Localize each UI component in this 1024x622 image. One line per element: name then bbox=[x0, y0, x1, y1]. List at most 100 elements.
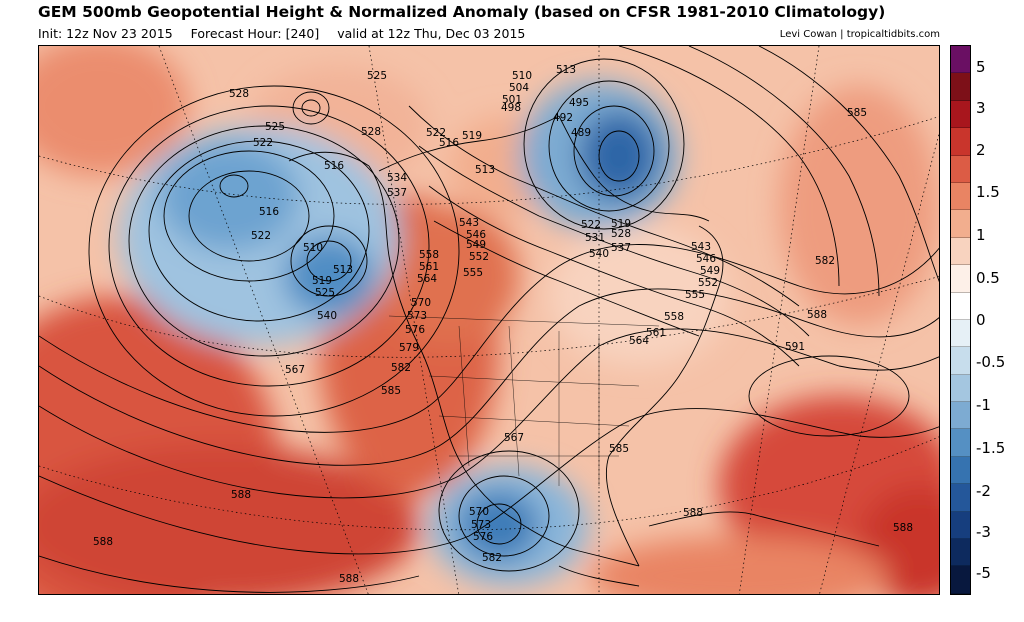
contour-label: 588 bbox=[93, 536, 113, 548]
contour-label: 522 bbox=[426, 127, 446, 139]
graticule bbox=[39, 46, 939, 594]
contour-label: 528 bbox=[611, 228, 631, 240]
colorbar-tick: 0 bbox=[976, 311, 986, 329]
contour-label: 513 bbox=[333, 264, 353, 276]
contour-label: 555 bbox=[685, 289, 705, 301]
map-subtitle: Init: 12z Nov 23 2015 Forecast Hour: [24… bbox=[38, 26, 539, 41]
contour-label: 528 bbox=[229, 88, 249, 100]
contour-label: 519 bbox=[611, 218, 631, 230]
contour-label: 567 bbox=[285, 364, 305, 376]
contour-label: 564 bbox=[629, 335, 649, 347]
contour-label: 582 bbox=[482, 552, 502, 564]
credit-text: Levi Cowan | tropicaltidbits.com bbox=[779, 29, 940, 40]
colorbar-swatch bbox=[951, 182, 970, 211]
contour-label: 540 bbox=[317, 310, 337, 322]
contour-label: 585 bbox=[609, 443, 629, 455]
anomaly-field bbox=[39, 46, 939, 594]
contour-label: 579 bbox=[399, 342, 419, 354]
contour-label: 576 bbox=[405, 324, 425, 336]
contour-label: 558 bbox=[664, 311, 684, 323]
contour-label: 504 bbox=[509, 82, 529, 94]
contour-label: 525 bbox=[367, 70, 387, 82]
contour-label: 525 bbox=[315, 287, 335, 299]
colorbar-swatch bbox=[951, 237, 970, 266]
contour-label: 588 bbox=[339, 573, 359, 585]
contour-label: 552 bbox=[698, 277, 718, 289]
contour-label: 555 bbox=[463, 267, 483, 279]
valid-time: valid at 12z Thu, Dec 03 2015 bbox=[337, 26, 526, 41]
anomaly-map: 528 525 528 525 522 516 516 522 510 513 … bbox=[38, 45, 940, 595]
contour-label: 561 bbox=[646, 327, 666, 339]
colorbar-tick: 5 bbox=[976, 58, 986, 76]
contour-label: 582 bbox=[391, 362, 411, 374]
contour-label: 582 bbox=[815, 255, 835, 267]
colorbar-tick: -5 bbox=[976, 564, 991, 582]
colorbar-swatch bbox=[951, 456, 970, 485]
colorbar-swatch bbox=[951, 210, 970, 238]
contour-label: 519 bbox=[312, 275, 332, 287]
contour-label: 558 bbox=[419, 249, 439, 261]
colorbar-labels: 5 3 2 1.5 1 0.5 0 -0.5 -1 -1.5 -2 -3 -5 bbox=[976, 45, 1022, 595]
colorbar-swatch bbox=[951, 292, 970, 320]
colorbar-swatch bbox=[951, 128, 970, 156]
colorbar-tick: 0.5 bbox=[976, 268, 1000, 287]
colorbar-swatch bbox=[951, 265, 970, 293]
contour-label: 534 bbox=[387, 172, 407, 184]
contour-label: 570 bbox=[411, 297, 431, 309]
contour-label: 543 bbox=[691, 241, 711, 253]
colorbar-swatch bbox=[951, 46, 970, 74]
contour-label: 546 bbox=[466, 229, 486, 241]
forecast-hour: Forecast Hour: [240] bbox=[190, 26, 320, 41]
colorbar-swatch bbox=[951, 73, 970, 101]
contour-label: 588 bbox=[893, 522, 913, 534]
colorbar-swatch bbox=[951, 155, 970, 183]
contour-label: 543 bbox=[459, 217, 479, 229]
contour-label: 531 bbox=[585, 232, 605, 244]
contour-label: 516 bbox=[259, 206, 279, 218]
colorbar-swatch bbox=[951, 402, 970, 430]
contour-label: 537 bbox=[387, 187, 407, 199]
contour-label: 519 bbox=[462, 130, 482, 142]
contour-label: 522 bbox=[253, 137, 273, 149]
contour-label: 501 bbox=[502, 94, 522, 106]
colorbar-swatch bbox=[951, 484, 970, 512]
contour-label: 492 bbox=[553, 112, 573, 124]
colorbar-swatch bbox=[951, 100, 970, 129]
contour-label: 573 bbox=[471, 519, 491, 531]
contour-label: 525 bbox=[265, 121, 285, 133]
contour-label: 540 bbox=[589, 248, 609, 260]
contour-label: 591 bbox=[785, 341, 805, 353]
contour-label: 585 bbox=[381, 385, 401, 397]
contour-label: 516 bbox=[439, 137, 459, 149]
contour-label: 588 bbox=[683, 507, 703, 519]
contour-label: 489 bbox=[571, 127, 591, 139]
anomaly-colorbar bbox=[950, 45, 971, 595]
colorbar-tick: 2 bbox=[976, 140, 986, 159]
contour-label: 564 bbox=[417, 273, 437, 285]
contour-label: 576 bbox=[473, 531, 493, 543]
contour-label: 549 bbox=[700, 265, 720, 277]
contour-label: 510 bbox=[303, 242, 323, 254]
colorbar-tick: 3 bbox=[976, 99, 986, 118]
colorbar-swatch bbox=[951, 539, 970, 567]
init-time: Init: 12z Nov 23 2015 bbox=[38, 26, 173, 41]
contour-label: 513 bbox=[556, 64, 576, 76]
colorbar-swatch bbox=[951, 566, 970, 594]
contour-label: 528 bbox=[361, 126, 381, 138]
contour-label: 537 bbox=[611, 242, 631, 254]
colorbar-tick: 1 bbox=[976, 226, 986, 245]
contour-label: 546 bbox=[696, 253, 716, 265]
contour-label: 588 bbox=[807, 309, 827, 321]
colorbar-tick: -2 bbox=[976, 481, 991, 500]
contour-label: 522 bbox=[581, 219, 601, 231]
contour-label: 549 bbox=[466, 239, 486, 251]
contour-label: 513 bbox=[475, 164, 495, 176]
contour-label: 567 bbox=[504, 432, 524, 444]
colorbar-tick: -1 bbox=[976, 395, 991, 414]
colorbar-swatch bbox=[951, 511, 970, 540]
contour-label: 552 bbox=[469, 251, 489, 263]
contour-label: 495 bbox=[569, 97, 589, 109]
contour-label: 510 bbox=[512, 70, 532, 82]
contour-label: 522 bbox=[251, 230, 271, 242]
colorbar-swatch bbox=[951, 374, 970, 403]
